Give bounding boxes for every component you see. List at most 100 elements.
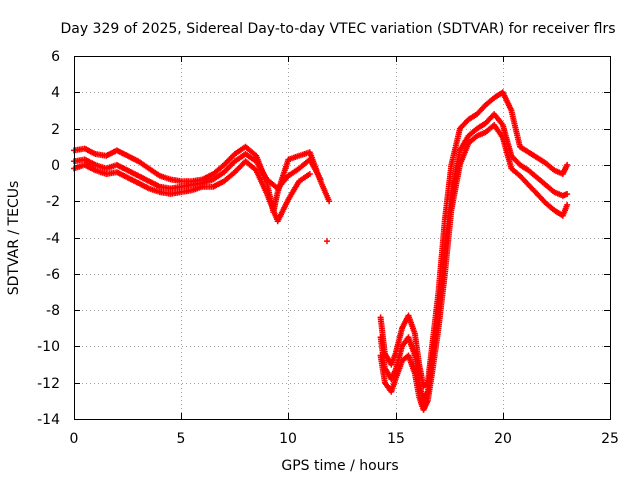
data-point xyxy=(465,134,479,147)
x-tick-label: 25 xyxy=(601,431,619,447)
data-point xyxy=(326,198,333,205)
data-point xyxy=(525,167,539,180)
data-point xyxy=(420,399,430,413)
data-point xyxy=(420,380,430,390)
data-point xyxy=(392,327,405,357)
data-point xyxy=(167,184,183,192)
series-track-d xyxy=(377,89,571,390)
y-tick-label: 0 xyxy=(51,158,60,174)
y-tick-label: -12 xyxy=(37,376,60,392)
series-track-c xyxy=(71,158,313,225)
data-point xyxy=(424,372,435,404)
data-point xyxy=(242,158,258,173)
data-point xyxy=(405,312,418,335)
data-point xyxy=(542,160,556,173)
data-point xyxy=(491,111,505,127)
plot-frame xyxy=(74,56,611,420)
data-point xyxy=(317,176,324,183)
data-point xyxy=(221,159,237,176)
data-point xyxy=(253,167,270,196)
data-point xyxy=(285,179,302,203)
data-point xyxy=(456,134,471,154)
data-point xyxy=(113,147,130,158)
data-point xyxy=(525,149,539,160)
data-point xyxy=(178,187,194,196)
data-point xyxy=(392,359,405,383)
data-point xyxy=(221,170,237,185)
data-point xyxy=(323,238,330,245)
data-point xyxy=(508,165,522,178)
x-tick-label: 5 xyxy=(177,431,186,447)
data-point xyxy=(448,149,463,196)
x-tick-label: 20 xyxy=(494,431,512,447)
data-point xyxy=(274,198,291,225)
y-axis-label: SDTVAR / TECUs xyxy=(6,181,22,296)
tick-marks xyxy=(74,56,611,420)
data-point xyxy=(377,314,388,355)
chart-title: Day 329 of 2025, Sidereal Day-to-day VTE… xyxy=(60,21,615,37)
data-point xyxy=(253,158,269,181)
data-point xyxy=(441,163,455,223)
data-point xyxy=(508,107,523,148)
data-point xyxy=(474,121,488,132)
y-tick-label: -6 xyxy=(46,267,60,283)
data-points xyxy=(71,89,571,413)
data-point xyxy=(405,352,418,375)
data-point xyxy=(551,207,565,218)
data-point xyxy=(448,127,463,168)
data-point xyxy=(135,180,151,191)
tick-labels: 0 5 10 15 20 25 -14 -12 -10 -8 -6 -4 -2 0 2 4 6 xyxy=(37,49,619,447)
y-tick-label: -4 xyxy=(46,231,60,247)
data-point xyxy=(296,172,312,185)
data-point xyxy=(499,122,514,157)
data-point xyxy=(564,190,571,197)
data-point xyxy=(178,182,194,190)
data-point xyxy=(517,161,531,173)
data-point xyxy=(377,352,388,384)
x-tick-label: 15 xyxy=(387,431,405,447)
data-point xyxy=(534,190,548,205)
data-point xyxy=(199,171,215,183)
data-point xyxy=(564,161,571,168)
data-point xyxy=(242,143,258,158)
data-point xyxy=(517,143,531,155)
y-tick-label: 6 xyxy=(51,49,60,65)
data-point xyxy=(534,174,548,187)
data-point xyxy=(551,189,565,198)
data-point xyxy=(441,209,455,277)
data-point xyxy=(146,165,162,178)
data-point xyxy=(210,170,226,183)
data-point xyxy=(559,191,569,199)
data-point xyxy=(534,154,548,166)
data-point xyxy=(285,166,301,179)
data-point xyxy=(482,96,496,108)
y-tick-label: -8 xyxy=(46,303,60,319)
x-axis-label: GPS time / hours xyxy=(281,458,398,474)
data-point xyxy=(411,370,422,399)
data-point xyxy=(231,152,247,165)
data-point xyxy=(474,130,487,139)
data-point xyxy=(210,163,226,177)
y-tick-label: -10 xyxy=(37,339,60,355)
data-point xyxy=(210,179,226,190)
data-point xyxy=(113,169,130,180)
data-point xyxy=(306,170,313,177)
data-point xyxy=(146,178,162,189)
data-point xyxy=(564,201,571,208)
data-point xyxy=(525,181,539,196)
data-point xyxy=(542,200,556,213)
data-point xyxy=(124,152,140,164)
data-point xyxy=(456,141,471,168)
x-tick-label: 0 xyxy=(70,431,79,447)
data-point xyxy=(71,162,86,172)
data-point xyxy=(542,181,556,194)
grid-lines xyxy=(74,56,610,419)
data-point xyxy=(81,156,97,168)
data-point xyxy=(517,172,531,187)
series-track-f xyxy=(377,122,571,413)
data-point xyxy=(474,103,488,118)
data-point xyxy=(429,327,442,377)
data-point xyxy=(465,126,479,139)
y-tick-label: 4 xyxy=(51,85,60,101)
y-tick-label: -14 xyxy=(37,412,60,428)
